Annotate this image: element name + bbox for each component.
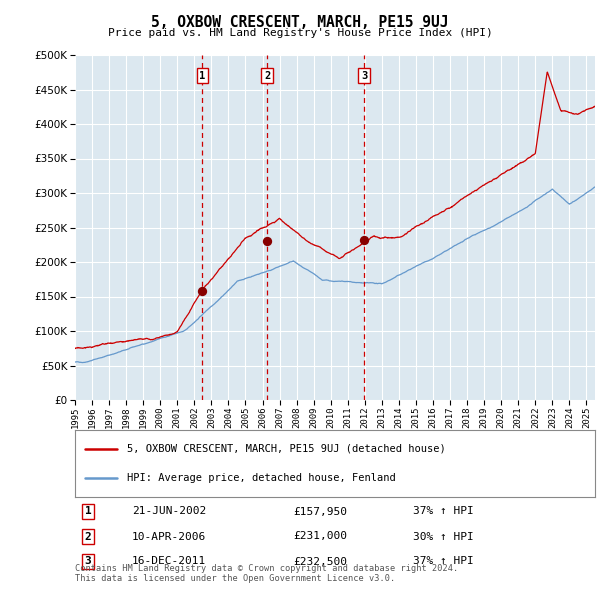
Text: £157,950: £157,950 xyxy=(293,506,347,516)
Text: 2: 2 xyxy=(85,532,91,542)
Text: 3: 3 xyxy=(85,556,91,566)
Point xyxy=(197,286,207,296)
Text: Price paid vs. HM Land Registry's House Price Index (HPI): Price paid vs. HM Land Registry's House … xyxy=(107,28,493,38)
Text: Contains HM Land Registry data © Crown copyright and database right 2024.
This d: Contains HM Land Registry data © Crown c… xyxy=(75,563,458,583)
Text: 5, OXBOW CRESCENT, MARCH, PE15 9UJ: 5, OXBOW CRESCENT, MARCH, PE15 9UJ xyxy=(151,15,449,30)
Text: 3: 3 xyxy=(361,71,367,81)
Point xyxy=(359,235,369,244)
Point xyxy=(262,236,272,245)
Text: 37% ↑ HPI: 37% ↑ HPI xyxy=(413,556,474,566)
Text: 1: 1 xyxy=(85,506,91,516)
Text: 10-APR-2006: 10-APR-2006 xyxy=(132,532,206,542)
Text: HPI: Average price, detached house, Fenland: HPI: Average price, detached house, Fenl… xyxy=(127,473,396,483)
Text: 30% ↑ HPI: 30% ↑ HPI xyxy=(413,532,474,542)
Text: 16-DEC-2011: 16-DEC-2011 xyxy=(132,556,206,566)
Text: 1: 1 xyxy=(199,71,205,81)
Text: 5, OXBOW CRESCENT, MARCH, PE15 9UJ (detached house): 5, OXBOW CRESCENT, MARCH, PE15 9UJ (deta… xyxy=(127,444,446,454)
Text: £231,000: £231,000 xyxy=(293,532,347,542)
Text: 21-JUN-2002: 21-JUN-2002 xyxy=(132,506,206,516)
Text: £232,500: £232,500 xyxy=(293,556,347,566)
Text: 37% ↑ HPI: 37% ↑ HPI xyxy=(413,506,474,516)
Text: 2: 2 xyxy=(264,71,270,81)
